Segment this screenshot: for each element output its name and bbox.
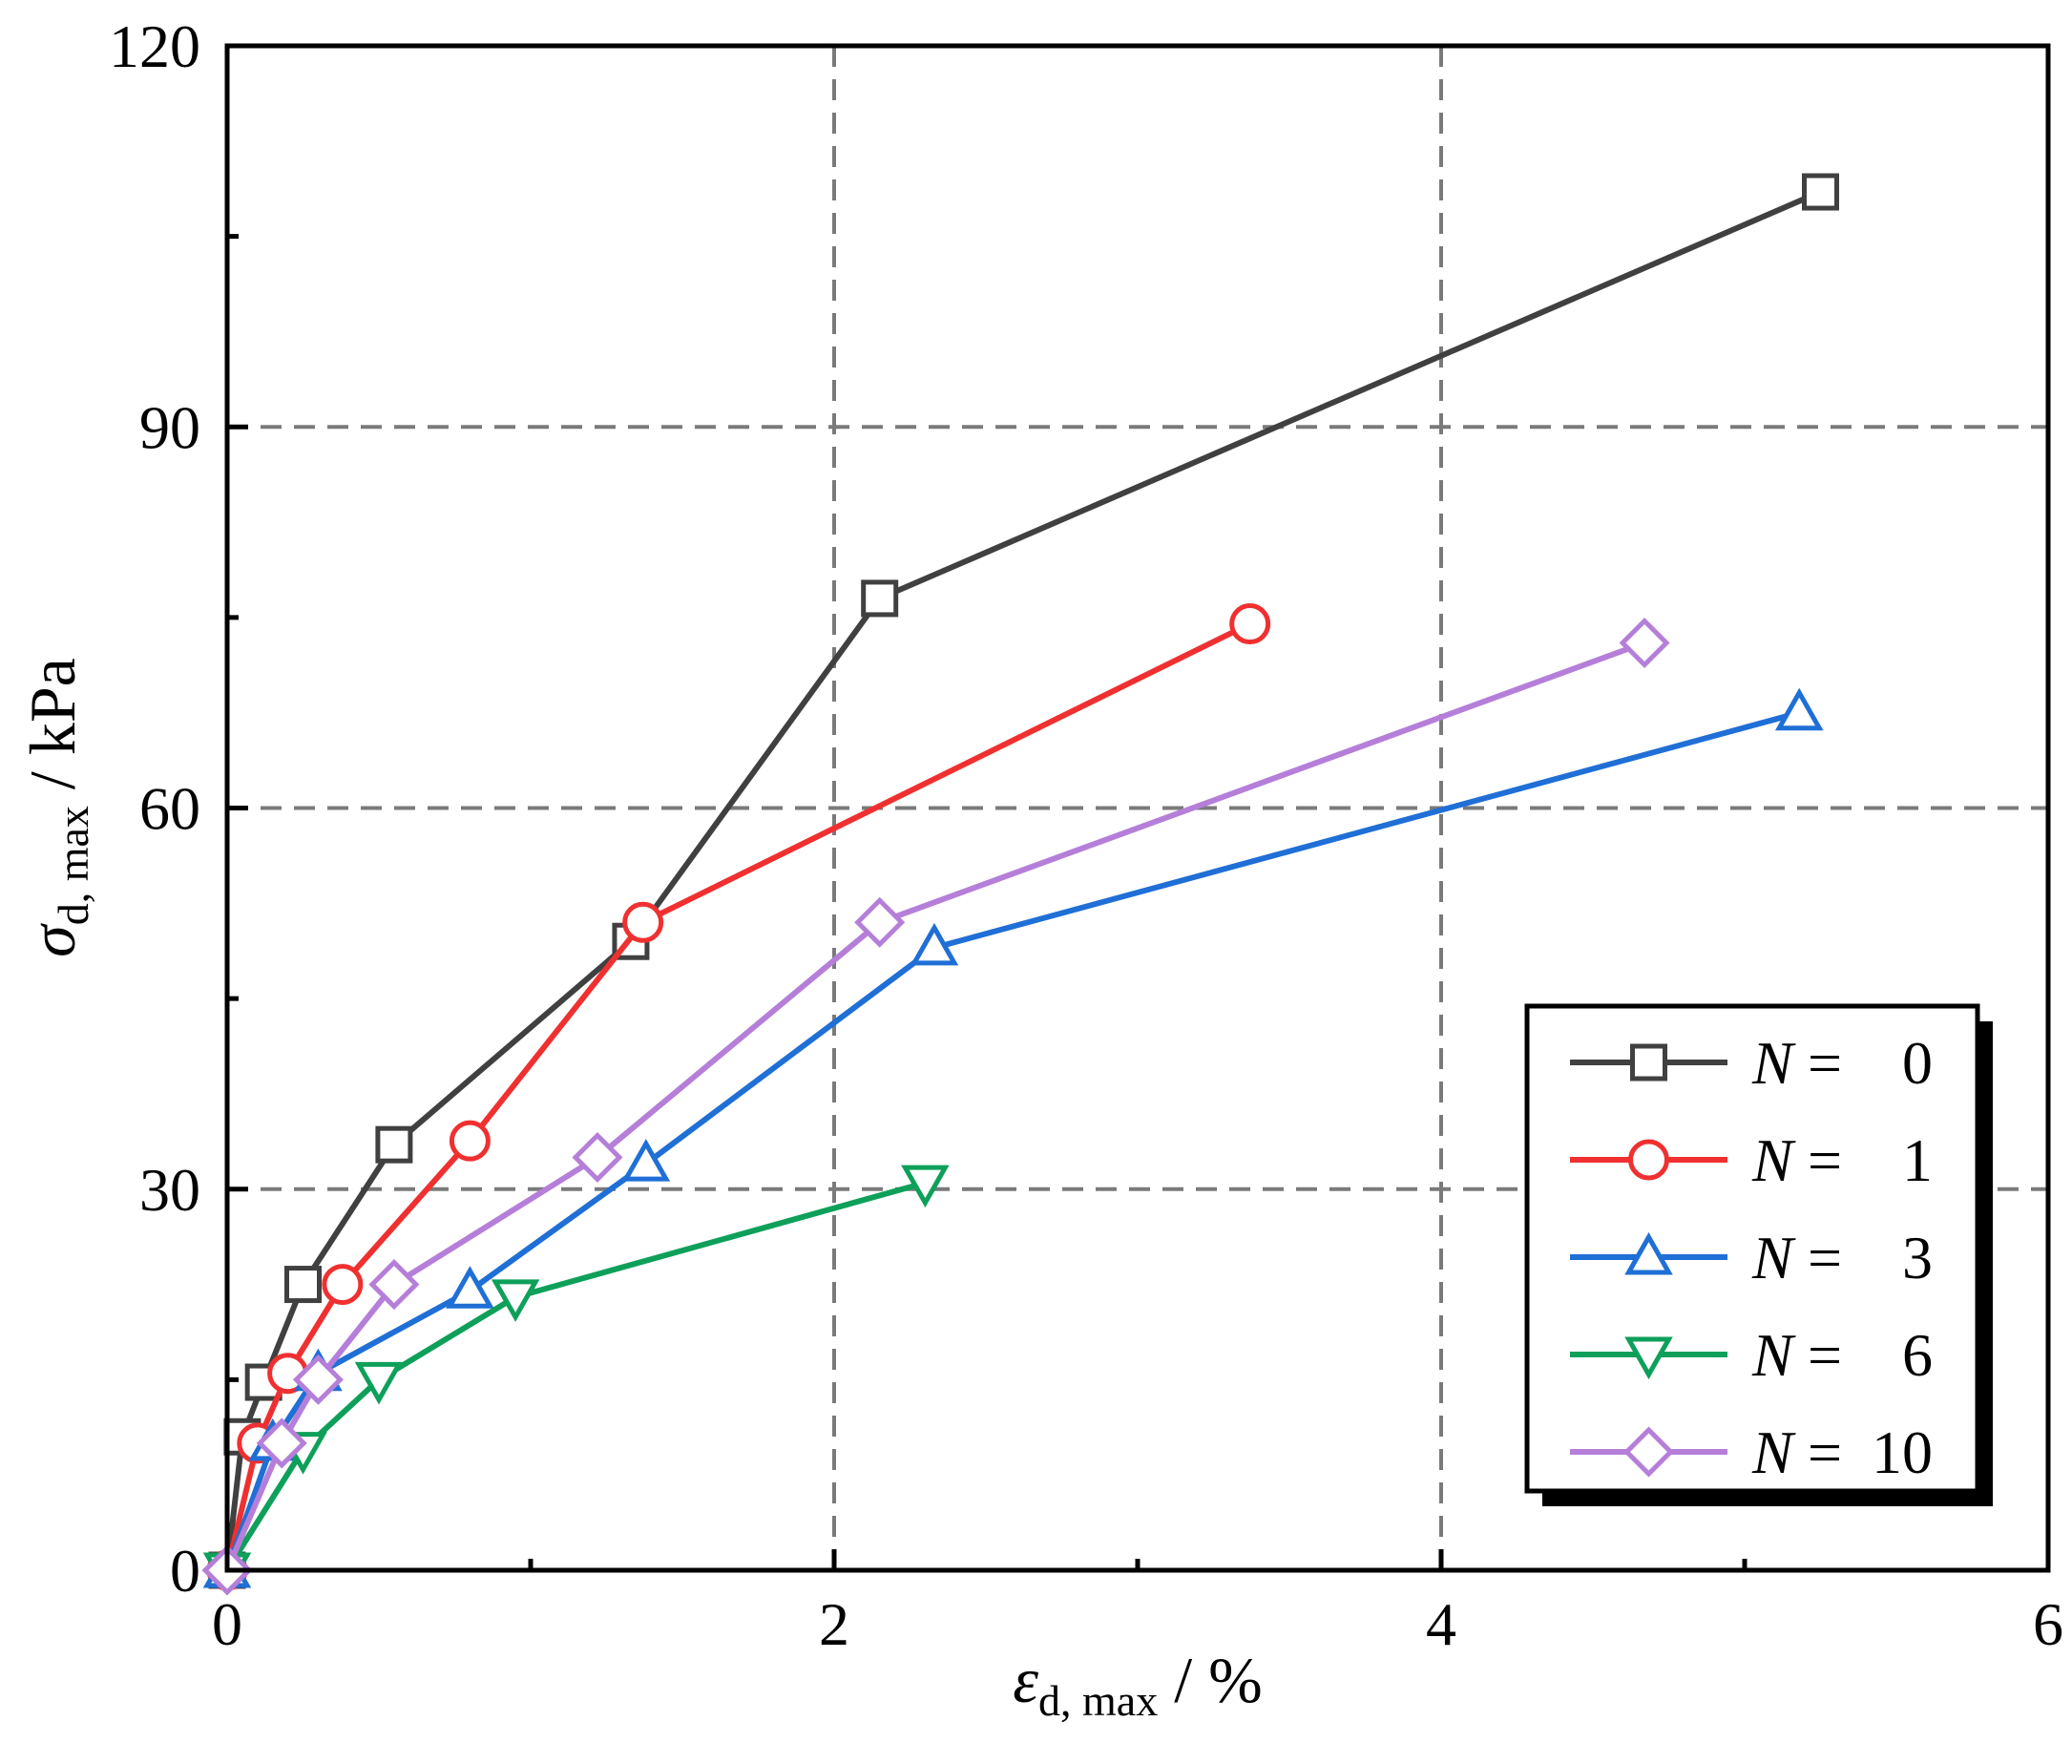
legend-entry: N = 10: [1570, 1418, 1933, 1486]
legend-entry: N = 1: [1570, 1126, 1933, 1194]
data-point-marker: [621, 1139, 671, 1182]
legend-label: N = 0: [1751, 1029, 1933, 1097]
data-point-marker: [1229, 603, 1271, 645]
data-point-marker: [1774, 687, 1824, 731]
legend-entry: N = 6: [1570, 1321, 1933, 1389]
data-point-marker: [292, 1354, 344, 1405]
y-tick-label: 0: [170, 1537, 200, 1605]
legend-entry: N = 0: [1570, 1029, 1933, 1097]
data-point-marker: [284, 1266, 322, 1304]
legend: N = 0 N = 1 N = 3 N = 6 N = 10: [1524, 1003, 1993, 1506]
data-point-marker: [854, 896, 906, 948]
y-tick-label: 60: [139, 775, 200, 843]
x-axis-symbol: ε: [1013, 1644, 1038, 1716]
legend-marker: [1624, 1231, 1673, 1275]
x-tick-label: 0: [212, 1590, 242, 1658]
legend-marker: [1622, 1426, 1675, 1478]
x-tick-label: 4: [1426, 1590, 1456, 1658]
data-point-marker: [256, 1418, 307, 1469]
legend-label: N = 10: [1751, 1418, 1933, 1486]
legend-marker: [1624, 1336, 1673, 1380]
data-point-marker: [901, 1165, 950, 1208]
y-axis-subscript: d, max: [49, 806, 97, 925]
x-axis-title: εd, max / %: [1013, 1644, 1263, 1725]
legend-label: N = 3: [1751, 1224, 1933, 1292]
y-axis-symbol: σ: [16, 923, 89, 957]
x-tick-label: 2: [819, 1590, 849, 1658]
data-point-marker: [375, 1125, 413, 1164]
data-point-marker: [449, 1120, 491, 1162]
data-point-marker: [446, 1266, 494, 1309]
y-tick-label: 120: [109, 12, 200, 80]
data-point-marker: [368, 1259, 420, 1311]
legend-entries: N = 0 N = 1 N = 3 N = 6 N = 10: [1570, 1029, 1933, 1486]
legend-marker: [1630, 1043, 1667, 1082]
data-point-marker: [861, 579, 899, 618]
legend-label: N = 1: [1751, 1126, 1933, 1194]
y-axis-unit: / kPa: [16, 658, 89, 806]
x-axis-unit: / %: [1158, 1644, 1263, 1716]
legend-entry: N = 3: [1570, 1224, 1933, 1292]
data-point-marker: [622, 901, 664, 943]
data-point-marker: [1802, 173, 1839, 211]
legend-box: [1524, 1003, 1980, 1494]
data-point-marker: [1619, 617, 1670, 669]
y-tick-label: 30: [139, 1156, 200, 1224]
y-axis-title: σd, max / kPa: [16, 658, 97, 957]
legend-marker: [1628, 1139, 1669, 1181]
data-point-marker: [354, 1361, 404, 1405]
data-point-marker: [322, 1264, 364, 1306]
data-point-marker: [491, 1279, 540, 1322]
x-tick-label: 6: [2033, 1590, 2063, 1658]
x-axis-subscript: d, max: [1038, 1676, 1158, 1725]
series-4: [201, 617, 1670, 1596]
data-series: [201, 173, 1839, 1596]
data-point-marker: [910, 922, 959, 966]
legend-label: N = 6: [1751, 1321, 1933, 1389]
y-tick-label: 90: [139, 393, 200, 461]
data-point-marker: [572, 1131, 623, 1184]
